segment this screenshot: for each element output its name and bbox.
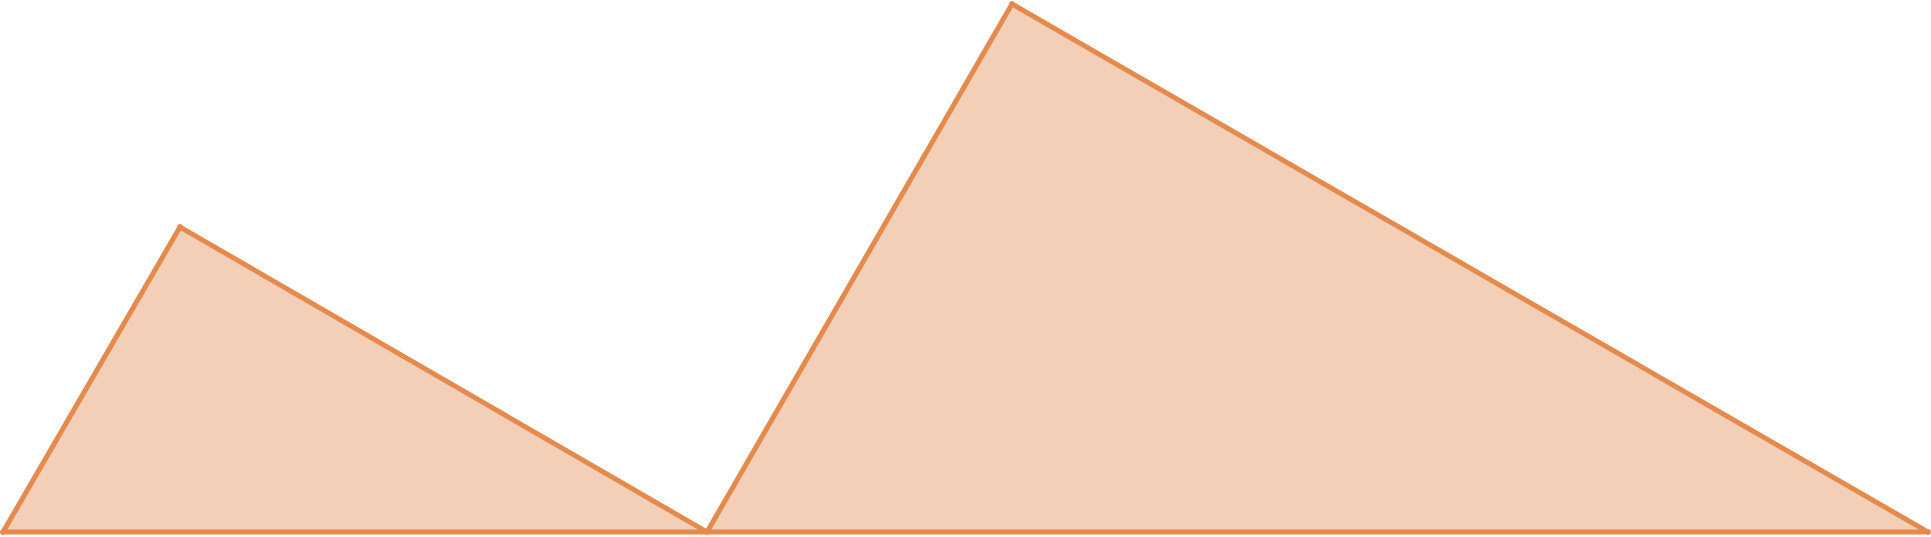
vertex-dot <box>177 224 183 230</box>
vertex-dot <box>1925 529 1931 535</box>
vertex-dot <box>704 529 710 535</box>
vertex-dot <box>1009 1 1015 7</box>
vertex-dot <box>0 529 6 535</box>
small-triangle <box>0 224 710 535</box>
large-triangle <box>704 1 1931 535</box>
